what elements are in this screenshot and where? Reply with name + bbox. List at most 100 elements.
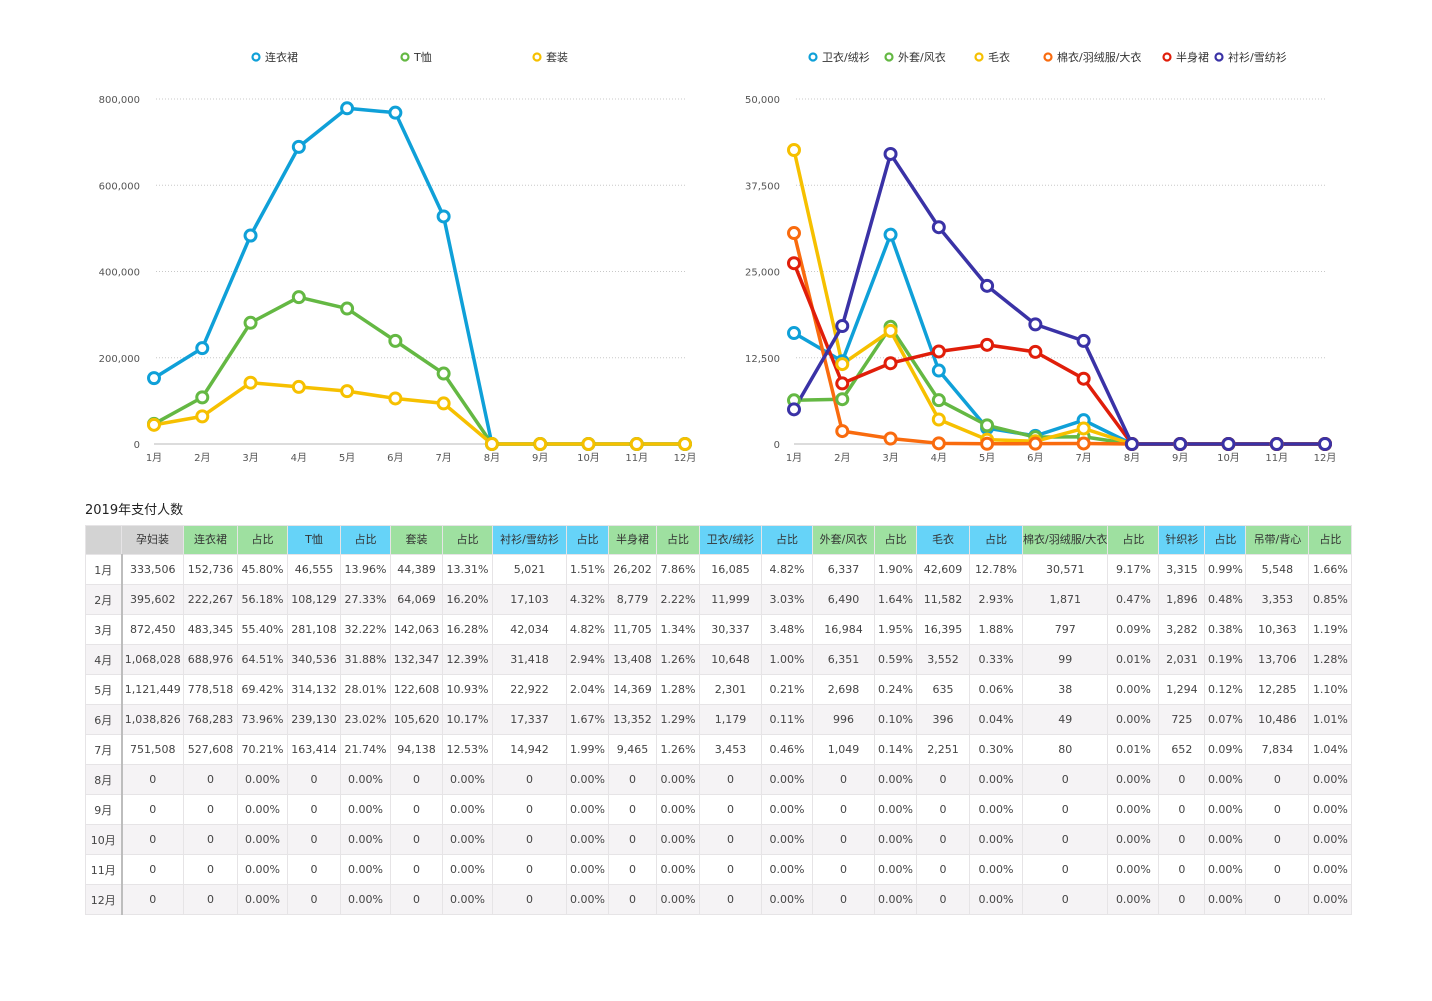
data-point[interactable] (931, 344, 946, 359)
column-header[interactable]: 衬衫/雪纺衫 (492, 525, 567, 555)
data-point[interactable] (980, 278, 995, 293)
legend-item[interactable]: 连衣裙 (251, 50, 299, 64)
data-point[interactable] (1028, 344, 1043, 359)
data-point[interactable] (291, 379, 306, 394)
column-header[interactable]: 占比 (237, 525, 288, 555)
column-header[interactable]: 占比 (340, 525, 391, 555)
column-header[interactable]: T恤 (287, 525, 341, 555)
data-point[interactable] (1173, 437, 1188, 451)
legend-item[interactable]: 棉衣/羽绒服/大衣 (1043, 50, 1142, 64)
data-point[interactable] (980, 418, 995, 433)
data-point[interactable] (388, 333, 403, 348)
data-point[interactable] (340, 101, 355, 116)
column-header[interactable]: 外套/风衣 (812, 525, 875, 555)
data-point[interactable] (787, 142, 801, 157)
data-point[interactable] (629, 437, 644, 451)
column-header[interactable]: 占比 (656, 525, 700, 555)
data-point[interactable] (1076, 421, 1091, 436)
column-header[interactable]: 连衣裙 (183, 525, 238, 555)
data-point[interactable] (931, 412, 946, 427)
column-header[interactable]: 占比 (1308, 525, 1353, 555)
data-point[interactable] (883, 323, 898, 338)
data-point[interactable] (1076, 371, 1091, 386)
column-header[interactable]: 套装 (390, 525, 443, 555)
data-point[interactable] (883, 431, 898, 446)
data-point[interactable] (835, 392, 850, 407)
data-point[interactable] (787, 256, 801, 271)
data-point[interactable] (195, 390, 210, 405)
legend-item[interactable]: 卫衣/绒衫 (808, 50, 870, 64)
column-header[interactable]: 针织衫 (1158, 525, 1206, 555)
legend-item[interactable]: 外套/风衣 (884, 50, 946, 64)
column-header[interactable]: 占比 (874, 525, 917, 555)
data-point[interactable] (340, 301, 355, 316)
data-point[interactable] (533, 437, 548, 451)
data-point[interactable] (1028, 436, 1043, 451)
legend-item[interactable]: T恤 (400, 51, 432, 64)
data-point[interactable] (883, 227, 898, 242)
column-header[interactable]: 占比 (969, 525, 1023, 555)
column-header[interactable]: 棉衣/羽绒服/大衣 (1021, 525, 1109, 555)
legend-item[interactable]: 半身裙 (1162, 50, 1210, 64)
y-tick-label: 0 (134, 440, 140, 451)
column-header[interactable]: 占比 (442, 525, 493, 555)
data-point[interactable] (787, 326, 801, 341)
legend-label: 衬衫/雪纺衫 (1228, 50, 1287, 64)
column-header[interactable]: 孕妇装 (121, 525, 184, 555)
total-cell: 1,068,028 (121, 644, 184, 675)
data-point[interactable] (931, 393, 946, 408)
column-header[interactable]: 占比 (566, 525, 609, 555)
data-point[interactable] (1028, 317, 1043, 332)
legend-item[interactable]: 衬衫/雪纺衫 (1214, 50, 1287, 64)
header-corner[interactable] (85, 525, 122, 555)
data-point[interactable] (436, 209, 451, 224)
data-point[interactable] (980, 436, 995, 451)
data-point[interactable] (243, 375, 258, 390)
data-point[interactable] (1318, 437, 1332, 451)
data-point[interactable] (835, 376, 850, 391)
data-point[interactable] (787, 226, 801, 241)
data-point[interactable] (388, 105, 403, 120)
data-point[interactable] (931, 436, 946, 451)
legend-item[interactable]: 毛衣 (974, 50, 1011, 64)
data-point[interactable] (436, 366, 451, 381)
column-header[interactable]: 半身裙 (608, 525, 657, 555)
data-point[interactable] (883, 146, 898, 161)
data-point[interactable] (1221, 437, 1236, 451)
column-header[interactable]: 占比 (761, 525, 813, 555)
data-point[interactable] (835, 357, 850, 372)
data-point[interactable] (835, 318, 850, 333)
data-point[interactable] (931, 220, 946, 235)
data-point[interactable] (195, 409, 210, 424)
column-header[interactable]: 吊带/背心 (1245, 525, 1310, 555)
data-point[interactable] (291, 139, 306, 154)
data-point[interactable] (883, 356, 898, 371)
data-point[interactable] (835, 424, 850, 439)
data-point[interactable] (484, 437, 499, 451)
column-header[interactable]: 占比 (1107, 525, 1160, 555)
data-point[interactable] (436, 396, 451, 411)
column-header[interactable]: 占比 (1204, 525, 1247, 555)
data-point[interactable] (1076, 333, 1091, 348)
data-point[interactable] (1269, 437, 1284, 451)
column-header[interactable]: 卫衣/绒衫 (699, 525, 762, 555)
data-point[interactable] (787, 402, 801, 417)
data-point[interactable] (388, 391, 403, 406)
data-point[interactable] (147, 417, 161, 432)
count-cell: 0 (916, 794, 970, 825)
data-point[interactable] (678, 437, 692, 451)
data-point[interactable] (1124, 437, 1139, 451)
data-point[interactable] (195, 341, 210, 356)
column-header[interactable]: 毛衣 (916, 525, 970, 555)
data-point[interactable] (1076, 436, 1091, 451)
data-point[interactable] (147, 371, 161, 386)
ratio-cell: 16.20% (442, 584, 493, 615)
data-point[interactable] (980, 337, 995, 352)
data-point[interactable] (581, 437, 596, 451)
data-point[interactable] (243, 315, 258, 330)
legend-item[interactable]: 套装 (532, 51, 569, 64)
data-point[interactable] (243, 228, 258, 243)
data-point[interactable] (931, 363, 946, 378)
data-point[interactable] (340, 384, 355, 399)
data-point[interactable] (291, 290, 306, 305)
